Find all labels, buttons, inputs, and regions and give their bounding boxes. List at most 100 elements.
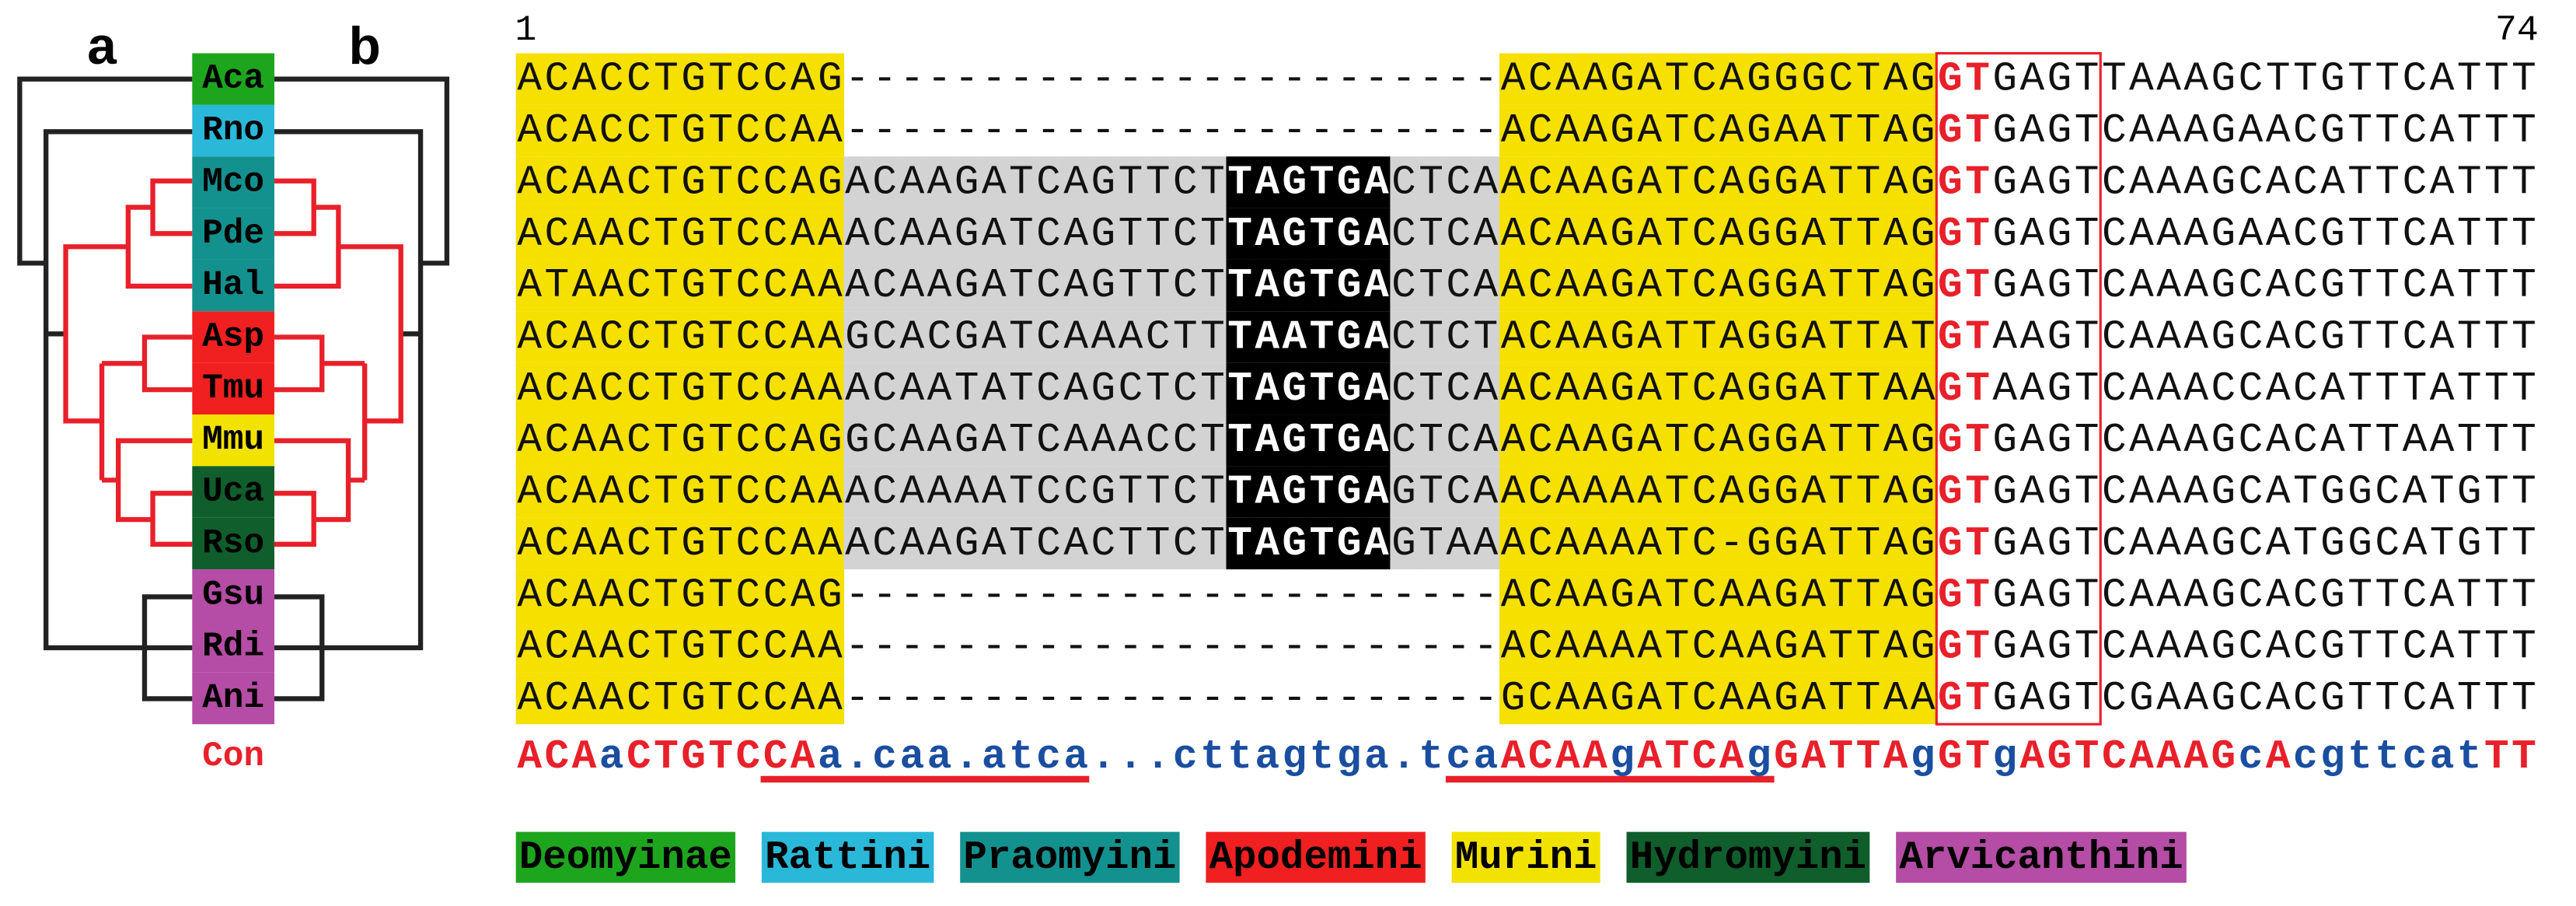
residue-bg xyxy=(1799,208,1828,260)
residue: A xyxy=(982,469,1007,516)
residue-bg xyxy=(980,311,1008,363)
residue: G xyxy=(1747,520,1771,567)
residue: T xyxy=(2457,675,2482,722)
legend-label: Deomyinae xyxy=(519,836,732,880)
residue: A xyxy=(1911,675,1935,722)
residue: T xyxy=(1856,624,1881,670)
residue-bg xyxy=(1718,311,1746,363)
residue: A xyxy=(1255,313,1279,360)
residue: A xyxy=(1801,520,1826,567)
residue-bg xyxy=(625,156,654,208)
residue: A xyxy=(1637,572,1662,618)
residue: - xyxy=(1446,572,1471,618)
residue: A xyxy=(1747,675,1771,722)
residue: G xyxy=(1992,262,2017,309)
residue: A xyxy=(1719,624,1744,670)
residue-bg xyxy=(1635,53,1664,105)
residue-bg xyxy=(570,311,599,363)
residue: A xyxy=(1555,56,1580,103)
residue: T xyxy=(2430,520,2455,567)
residue: A xyxy=(572,520,597,567)
residue-bg xyxy=(1171,517,1199,570)
residue: - xyxy=(1474,572,1499,618)
residue: A xyxy=(2430,366,2455,412)
residue: T xyxy=(1665,417,1690,463)
consensus-residue: a xyxy=(1063,733,1088,780)
residue-bg xyxy=(1554,156,1583,208)
residue: A xyxy=(1501,417,1526,463)
residue-bg xyxy=(1335,466,1363,518)
residue: T xyxy=(1200,313,1225,360)
residue: C xyxy=(2403,262,2428,309)
residue: - xyxy=(899,572,924,618)
residue: T xyxy=(1119,211,1143,257)
residue: T xyxy=(1200,366,1225,412)
residue: A xyxy=(899,211,924,257)
residue-bg xyxy=(625,466,654,518)
residue-bg xyxy=(1307,311,1336,363)
residue-bg xyxy=(1909,208,1937,260)
residue: T xyxy=(2484,469,2509,516)
residue: G xyxy=(2211,56,2236,103)
residue-bg xyxy=(1608,415,1637,467)
residue: G xyxy=(1610,417,1635,463)
residue-bg xyxy=(679,569,708,621)
residue: T xyxy=(1009,211,1034,257)
residue: A xyxy=(2019,107,2044,154)
residue-bg xyxy=(1663,259,1691,312)
residue: C xyxy=(763,366,788,412)
residue-bg xyxy=(1608,466,1637,518)
residue: C xyxy=(545,313,570,360)
residue: T xyxy=(1856,366,1881,412)
residue: - xyxy=(1446,56,1471,103)
consensus-residue: A xyxy=(2183,733,2208,780)
residue-bg xyxy=(1089,415,1118,467)
residue: A xyxy=(2430,211,2455,257)
residue: T xyxy=(654,366,679,412)
residue-bg xyxy=(1581,208,1610,260)
residue: G xyxy=(1091,366,1115,412)
residue: T xyxy=(654,313,679,360)
residue: C xyxy=(1528,624,1553,670)
residue: A xyxy=(1555,211,1580,257)
residue: T xyxy=(654,56,679,103)
residue-bg xyxy=(1772,517,1801,570)
residue: T xyxy=(1310,469,1335,516)
residue: A xyxy=(1801,417,1826,463)
residue: - xyxy=(1091,56,1115,103)
residue: A xyxy=(1119,313,1143,360)
residue-bg xyxy=(1581,517,1610,570)
residue-bg xyxy=(1827,517,1855,570)
residue: C xyxy=(599,313,624,360)
residue: G xyxy=(1337,313,1362,360)
residue: - xyxy=(1227,572,1252,618)
residue: T xyxy=(1965,469,1990,516)
residue: A xyxy=(818,469,843,516)
residue: T xyxy=(2511,56,2536,103)
residue-bg xyxy=(679,362,708,415)
residue: - xyxy=(1255,56,1279,103)
residue: - xyxy=(1310,624,1335,670)
residue: A xyxy=(2183,262,2208,309)
residue: T xyxy=(708,366,733,412)
residue: C xyxy=(2239,262,2264,309)
residue-bg xyxy=(1827,259,1855,312)
residue: A xyxy=(1255,469,1279,516)
residue-bg xyxy=(1581,362,1610,415)
residue: A xyxy=(1555,366,1580,412)
residue: - xyxy=(1009,56,1034,103)
legend-label: Arvicanthini xyxy=(1899,836,2183,880)
residue-bg xyxy=(1527,415,1555,467)
residue: T xyxy=(1856,107,1881,154)
consensus-residue: a xyxy=(982,733,1007,780)
residue-bg xyxy=(1471,156,1500,208)
residue-bg xyxy=(1663,208,1691,260)
residue: C xyxy=(736,211,761,257)
residue: G xyxy=(1911,572,1935,618)
residue-bg xyxy=(789,259,817,312)
residue-bg xyxy=(1799,53,1828,105)
residue: T xyxy=(2484,624,2509,670)
residue: G xyxy=(818,417,843,463)
residue: A xyxy=(1555,107,1580,154)
residue: A xyxy=(599,262,624,309)
